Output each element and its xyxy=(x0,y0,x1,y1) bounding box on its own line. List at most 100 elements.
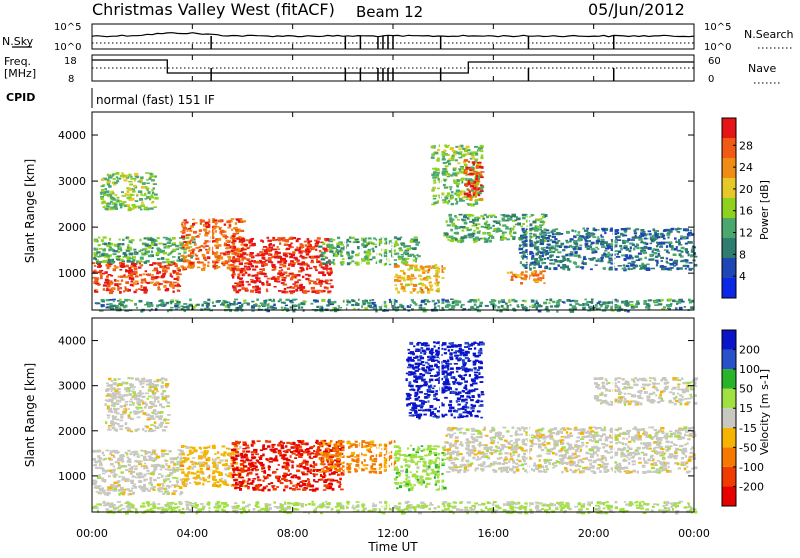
power-cell xyxy=(177,260,180,262)
power-cell xyxy=(520,282,523,285)
power-cell xyxy=(582,307,586,310)
power-cell xyxy=(455,146,458,148)
power-cell xyxy=(605,242,608,244)
power-cell xyxy=(689,301,692,304)
power-cell xyxy=(424,303,427,305)
power-cell xyxy=(539,255,542,258)
power-cell xyxy=(220,304,224,306)
power-cell xyxy=(669,230,673,233)
velocity-cell xyxy=(156,456,161,459)
velocity-cell xyxy=(161,450,166,453)
power-cell xyxy=(600,257,604,259)
power-cell xyxy=(127,191,130,194)
power-cell xyxy=(93,252,96,255)
power-cell xyxy=(549,255,552,258)
power-cell xyxy=(458,240,460,242)
date-label: 05/Jun/2012 xyxy=(588,0,685,19)
power-cell xyxy=(223,264,226,267)
power-cell xyxy=(623,235,627,237)
velocity-cell xyxy=(225,484,229,486)
velocity-cell xyxy=(162,381,164,383)
power-cell xyxy=(267,278,271,280)
power-cell xyxy=(655,235,659,237)
power-cell xyxy=(203,246,206,249)
velocity-cell xyxy=(292,453,296,455)
power-cell xyxy=(456,185,459,187)
power-cell xyxy=(130,265,132,267)
power-cell xyxy=(340,244,344,246)
power-cell xyxy=(660,245,663,247)
power-cell xyxy=(569,304,572,306)
power-cell xyxy=(690,255,693,257)
power-cell xyxy=(136,176,139,179)
power-cell xyxy=(633,248,635,251)
power-cell xyxy=(165,259,169,261)
power-cell xyxy=(368,243,370,245)
power-cell xyxy=(469,203,471,206)
power-cell xyxy=(654,302,658,304)
power-cell xyxy=(130,300,133,302)
velocity-cell xyxy=(152,451,155,453)
power-cell xyxy=(643,300,647,303)
power-cell xyxy=(656,261,659,264)
power-cell xyxy=(277,256,281,259)
power-cell xyxy=(238,220,240,223)
power-cell xyxy=(309,256,311,258)
velocity-cell xyxy=(162,485,164,487)
power-cell xyxy=(319,281,322,283)
power-cell xyxy=(125,270,129,273)
power-cell xyxy=(533,221,537,224)
power-cell xyxy=(538,236,541,238)
power-cell xyxy=(179,242,181,245)
power-cell xyxy=(103,288,105,291)
power-cell xyxy=(479,198,483,201)
power-cell xyxy=(330,270,332,272)
power-cell xyxy=(215,262,218,264)
velocity-cell xyxy=(133,404,135,406)
power-cell xyxy=(656,242,658,244)
velocity-cell xyxy=(168,486,170,489)
power-cell xyxy=(320,255,323,257)
velocity-cell xyxy=(323,489,327,491)
velocity-cell xyxy=(134,396,137,398)
power-cell xyxy=(240,270,243,273)
power-cell xyxy=(117,288,119,291)
power-cell xyxy=(236,269,240,271)
power-cell xyxy=(624,232,626,234)
power-cell xyxy=(635,235,637,238)
power-cell xyxy=(322,281,326,283)
velocity-cell xyxy=(255,473,258,475)
power-cell xyxy=(422,283,425,286)
power-cell xyxy=(322,271,325,274)
power-cell xyxy=(478,187,480,190)
power-cell xyxy=(543,223,545,225)
power-cell xyxy=(495,230,498,233)
power-cell xyxy=(139,274,142,276)
power-cell xyxy=(403,244,405,247)
velocity-cell xyxy=(320,478,323,480)
power-cell xyxy=(676,263,678,265)
velocity-cell xyxy=(192,457,196,459)
power-cell xyxy=(264,263,268,266)
power-cell xyxy=(401,286,404,289)
power-cell xyxy=(281,290,285,293)
power-cell xyxy=(156,270,158,272)
power-cell xyxy=(150,173,153,176)
power-cell xyxy=(638,238,642,241)
velocity-cell xyxy=(154,398,157,400)
power-cell xyxy=(333,259,335,261)
velocity-cell xyxy=(156,391,159,393)
power-cell xyxy=(176,301,180,303)
velocity-cell xyxy=(125,422,128,425)
power-cell xyxy=(230,260,232,262)
power-cell xyxy=(128,275,131,277)
velocity-cell xyxy=(142,428,144,431)
velocity-cell xyxy=(93,464,97,466)
velocity-cell xyxy=(176,477,179,479)
power-cell xyxy=(587,248,591,250)
power-cell xyxy=(485,305,489,307)
power-cell xyxy=(170,307,174,309)
power-cell xyxy=(425,286,428,289)
power-gap xyxy=(613,112,615,310)
power-cell xyxy=(302,276,304,278)
